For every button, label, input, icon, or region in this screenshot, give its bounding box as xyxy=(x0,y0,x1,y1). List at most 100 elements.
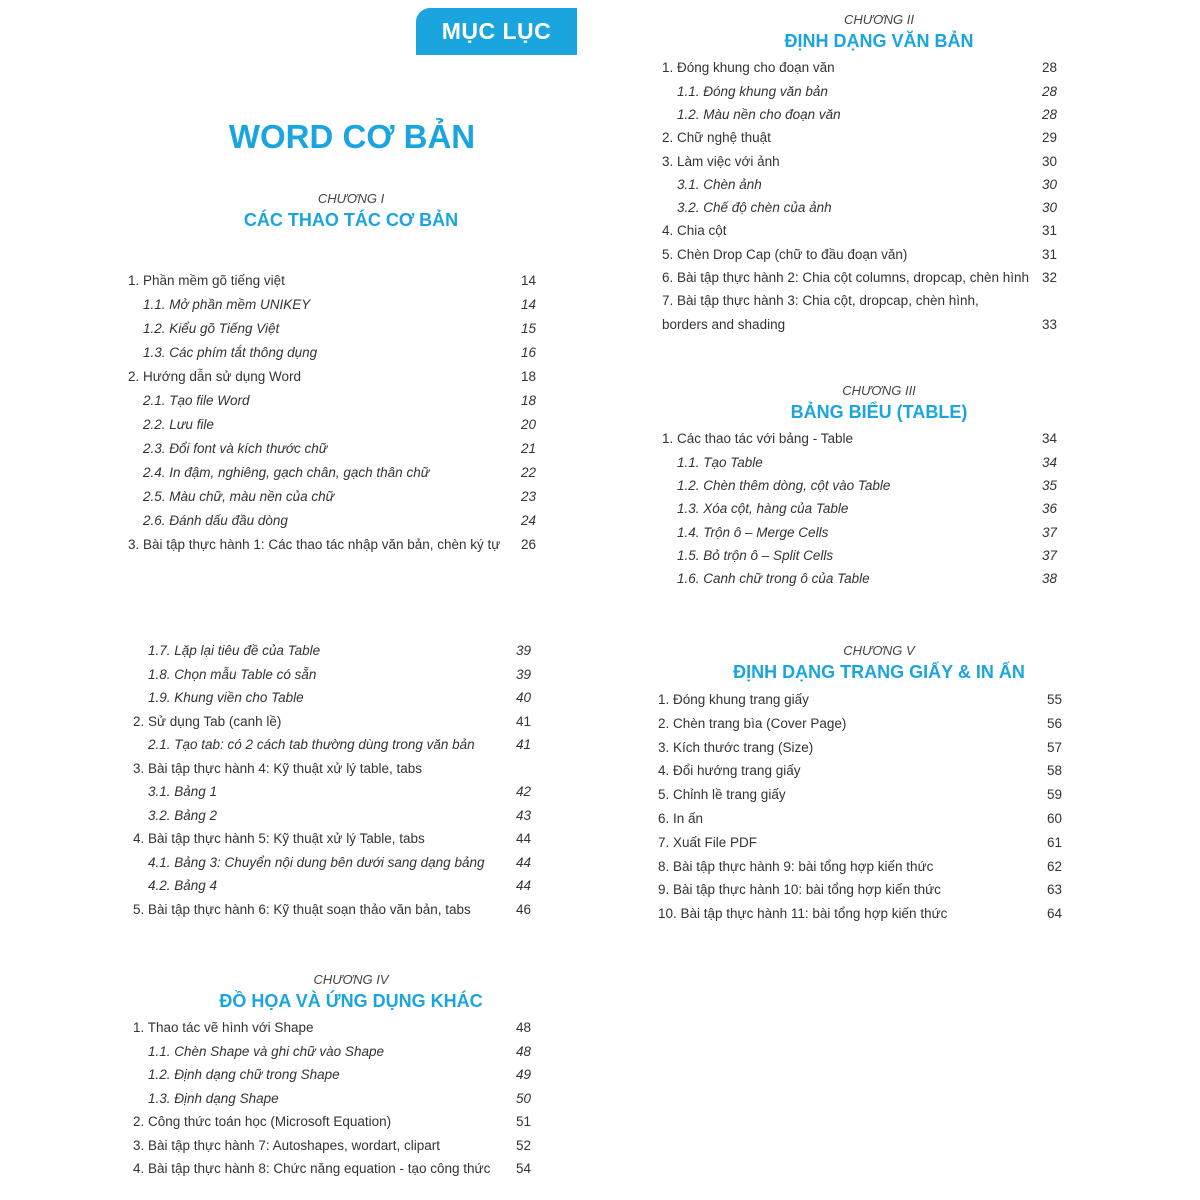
chapter-label: CHƯƠNG II xyxy=(844,12,914,27)
entry-text: 5. Chèn Drop Cap (chữ to đầu đoạn văn) xyxy=(662,246,908,262)
toc-subentry: 1.7. Lặp lại tiêu đề của Table 39 xyxy=(133,639,531,663)
page-number: 60 xyxy=(1046,811,1062,827)
page-number: 48 xyxy=(515,1020,531,1036)
entry-text: 2. Sử dụng Tab (canh lề) xyxy=(133,713,282,729)
toc-entry: 7. Xuất File PDF 61 xyxy=(658,831,1062,855)
entry-text: 1.1. Đóng khung văn bản xyxy=(677,83,828,99)
entry-text: 1.3. Định dạng Shape xyxy=(148,1090,279,1106)
entry-text: 7. Xuất File PDF xyxy=(658,834,758,850)
toc-subentry: 4.1. Bảng 3: Chuyển nội dung bên dưới sa… xyxy=(133,851,531,875)
entry-text: 2.1. Tạo tab: có 2 cách tab thường dùng … xyxy=(148,737,475,753)
page-number: 58 xyxy=(1046,763,1062,779)
toc-tab: MỤC LỤC xyxy=(416,8,577,55)
entry-text: 4.2. Bảng 4 xyxy=(148,878,218,894)
toc-subentry: 1.3. Xóa cột, hàng của Table 36 xyxy=(662,497,1057,520)
toc-entry: 7. Bài tập thực hành 3: Chia cột, dropca… xyxy=(662,289,1057,336)
toc-list: 1. Phần mềm gõ tiếng việt 14 1.1. Mở phần … xyxy=(128,269,536,557)
entry-text: 3. Bài tập thực hành 4: Kỹ thuật xử lý t… xyxy=(133,760,422,776)
page-number: 20 xyxy=(520,417,536,432)
toc-subentry: 1.8. Chọn mẫu Table có sẵn 39 xyxy=(133,663,531,687)
entry-text: 3. Làm việc với ảnh xyxy=(662,153,780,169)
toc-entry: 10. Bài tập thực hành 11: bài tổng hợp k… xyxy=(658,902,1062,926)
entry-text: 1. Phần mềm gõ tiếng việt xyxy=(128,273,285,288)
entry-text: 2.1. Tạo file Word xyxy=(143,393,250,408)
toc-entry: 6. Bài tập thực hành 2: Chia cột columns… xyxy=(662,266,1057,289)
toc-subentry: 2.5. Màu chữ, màu nền của chữ 23 xyxy=(128,485,536,509)
toc-entry: 3. Bài tập thực hành 4: Kỹ thuật xử lý t… xyxy=(133,757,531,781)
page-number: 21 xyxy=(520,441,536,456)
entry-text: 1.2. Màu nền cho đoạn văn xyxy=(677,106,841,122)
toc-entry: 9. Bài tập thực hành 10: bài tổng hợp ki… xyxy=(658,878,1062,902)
entry-text: 1. Đóng khung trang giấy xyxy=(658,692,809,708)
page-number: 34 xyxy=(1041,454,1057,470)
toc-entry: 6. In ấn 60 xyxy=(658,807,1062,831)
chapter-title: ĐỊNH DẠNG VĂN BẢN xyxy=(784,31,974,51)
page-number: 33 xyxy=(1041,316,1057,332)
toc-subentry: 3.2. Bảng 2 43 xyxy=(133,804,531,828)
entry-text: 2.6. Đánh dấu đầu dòng xyxy=(143,513,288,528)
entry-text: 4. Bài tập thực hành 5: Kỹ thuật xử lý T… xyxy=(133,831,425,847)
page-number: 28 xyxy=(1041,60,1057,76)
entry-text: 3.1. Chèn ảnh xyxy=(677,176,762,192)
chapter-title: ĐỒ HỌA VÀ ỨNG DỤNG KHÁC xyxy=(219,991,483,1011)
page-number: 44 xyxy=(515,878,531,894)
entry-text: 1.1. Chèn Shape và ghi chữ vào Shape xyxy=(148,1043,384,1059)
page-number: 29 xyxy=(1041,130,1057,146)
toc-subentry: 1.2. Định dạng chữ trong Shape 49 xyxy=(133,1063,531,1087)
page-number: 59 xyxy=(1046,787,1062,803)
chapter-label: CHƯƠNG IV xyxy=(313,972,389,987)
page-number: 31 xyxy=(1041,223,1057,239)
chapter-title: CÁC THAO TÁC CƠ BẢN xyxy=(243,210,459,230)
toc-entry: 5. Chỉnh lề trang giấy 59 xyxy=(658,783,1062,807)
page-number: 62 xyxy=(1046,858,1062,874)
entry-text: 1.4. Trộn ô – Merge Cells xyxy=(677,524,829,540)
toc-list: 1. Đóng khung cho đoạn văn 28 1.1. Đóng kh… xyxy=(662,56,1057,336)
toc-subentry: 1.5. Bỏ trộn ô – Split Cells 37 xyxy=(662,544,1057,567)
entry-text: 6. In ấn xyxy=(658,811,704,827)
entry-text: 1.3. Các phím tắt thông dụng xyxy=(143,345,318,360)
entry-text: 3. Bài tập thực hành 7: Autoshapes, word… xyxy=(133,1137,440,1153)
entry-text: 7. Bài tập thực hành 3: Chia cột, dropca… xyxy=(662,293,979,332)
page-number: 41 xyxy=(515,713,531,729)
page-number: 14 xyxy=(520,273,536,288)
toc-subentry: 1.3. Các phím tắt thông dụng 16 xyxy=(128,341,536,365)
toc-subentry: 1.1. Đóng khung văn bản 28 xyxy=(662,80,1057,103)
toc-subentry: 1.2. Chèn thêm dòng, cột vào Table 35 xyxy=(662,474,1057,497)
chapter-title: BẢNG BIỂU (TABLE) xyxy=(790,402,968,422)
toc-subentry: 2.6. Đánh dấu đầu dòng 24 xyxy=(128,509,536,533)
toc-entry: 3. Bài tập thực hành 1: Các thao tác nhậ… xyxy=(128,533,536,557)
page-number: 18 xyxy=(520,393,536,408)
page-number: 28 xyxy=(1041,83,1057,99)
page-number: 56 xyxy=(1046,715,1062,731)
entry-text: 4.1. Bảng 3: Chuyển nội dung bên dưới sa… xyxy=(148,854,485,870)
page-number: 26 xyxy=(520,537,536,552)
toc-entry: 2. Công thức toán học (Microsoft Equatio… xyxy=(133,1110,531,1134)
page-number: 43 xyxy=(515,807,531,823)
entry-text: 1.7. Lặp lại tiêu đề của Table xyxy=(148,643,321,659)
toc-subentry: 1.9. Khung viền cho Table 40 xyxy=(133,686,531,710)
chapter-title: ĐỊNH DẠNG TRANG GIẤY & IN ẤN xyxy=(733,662,1025,682)
entry-text: 2. Hướng dẫn sử dụng Word xyxy=(128,369,302,384)
page-number: 44 xyxy=(515,831,531,847)
entry-text: 2. Chèn trang bìa (Cover Page) xyxy=(658,715,847,731)
page-number: 23 xyxy=(520,489,536,504)
page-number: 35 xyxy=(1041,477,1057,493)
page-number: 14 xyxy=(520,297,536,312)
entry-text: 5. Chỉnh lề trang giấy xyxy=(658,787,786,803)
page-number: 54 xyxy=(515,1161,531,1177)
page-number: 57 xyxy=(1046,739,1062,755)
toc-entry: 1. Thao tác vẽ hình với Shape 48 xyxy=(133,1016,531,1040)
page-number: 22 xyxy=(520,465,536,480)
toc-subentry: 1.1. Tạo Table 34 xyxy=(662,451,1057,474)
toc-entry: 1. Các thao tác với bảng - Table 34 xyxy=(662,427,1057,450)
toc-subentry: 2.3. Đổi font và kích thước chữ 21 xyxy=(128,437,536,461)
toc-entry: 3. Làm việc với ảnh 30 xyxy=(662,150,1057,173)
toc-entry: 2. Hướng dẫn sử dụng Word 18 xyxy=(128,365,536,389)
entry-text: 1.6. Canh chữ trong ô của Table xyxy=(677,571,870,587)
entry-text: 3.2. Chế độ chèn của ảnh xyxy=(677,200,832,216)
toc-entry: 3. Kích thước trang (Size) 57 xyxy=(658,736,1062,760)
page-number: 44 xyxy=(515,854,531,870)
page-number: 24 xyxy=(520,513,536,528)
toc-subentry: 1.2. Màu nền cho đoạn văn 28 xyxy=(662,103,1057,126)
entry-text: 1.1. Tạo Table xyxy=(677,454,763,470)
